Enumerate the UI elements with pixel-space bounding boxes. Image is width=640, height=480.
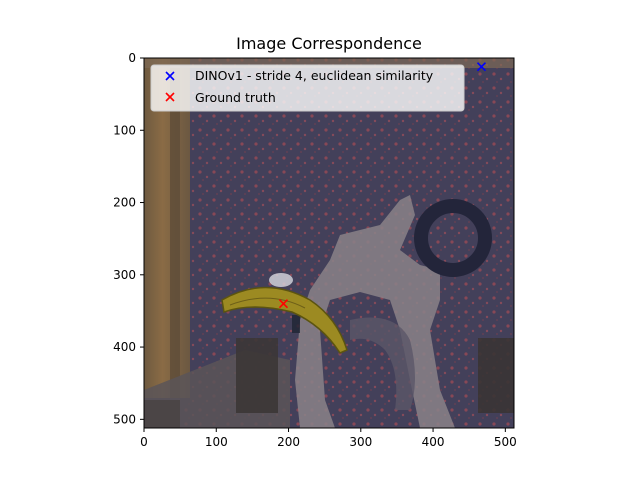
background-image: [144, 58, 514, 428]
x-tick-label: 500: [494, 435, 517, 449]
scatter-markers: [278, 62, 487, 309]
y-tick-label: 300: [113, 268, 136, 282]
ground-truth-marker: [278, 299, 289, 309]
y-tick-label: 100: [113, 123, 136, 137]
legend-label-dinov1: DINOv1 - stride 4, euclidean similarity: [195, 68, 434, 83]
y-tick-label: 500: [113, 412, 136, 426]
x-axis: 0 100 200 300 400 500: [140, 428, 517, 449]
plot-area: [143, 57, 515, 429]
y-axis: 0 100 200 300 400 500: [113, 51, 144, 426]
y-tick-label: 0: [128, 51, 136, 65]
legend: DINOv1 - stride 4, euclidean similarity …: [150, 64, 465, 112]
x-tick-label: 100: [205, 435, 228, 449]
x-tick-label: 200: [277, 435, 300, 449]
x-tick-label: 400: [422, 435, 445, 449]
legend-marker-ground-truth: [165, 92, 175, 102]
legend-marker-dinov1: [165, 71, 175, 81]
legend-box: [150, 64, 465, 112]
x-tick-label: 300: [349, 435, 372, 449]
chart-title: Image Correspondence: [236, 34, 422, 53]
y-tick-label: 200: [113, 196, 136, 210]
dinov1-prediction-marker: [476, 62, 487, 72]
x-tick-label: 0: [140, 435, 148, 449]
legend-label-ground-truth: Ground truth: [195, 90, 276, 105]
y-tick-label: 400: [113, 340, 136, 354]
